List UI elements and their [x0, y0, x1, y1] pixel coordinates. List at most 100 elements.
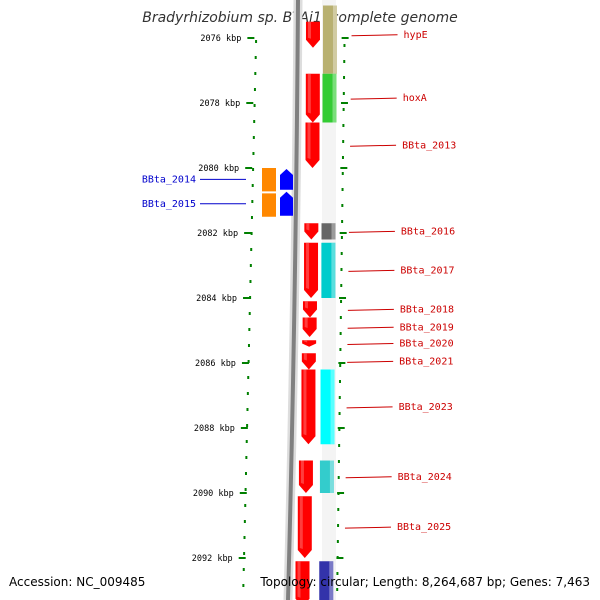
guide-dot-right: [340, 268, 343, 271]
guide-dot-right: [340, 252, 343, 255]
guide-dot-right: [336, 572, 339, 575]
gene-label: BBta_2015: [142, 199, 196, 210]
feature-box-right: [321, 223, 336, 240]
tick-label: 2092 kbp: [192, 554, 233, 564]
feature-box-right: [319, 561, 334, 600]
label-leader-line: [348, 269, 395, 272]
gene-arrow-shine: [303, 369, 307, 436]
label-leader-line: [344, 526, 391, 529]
guide-dot-right: [338, 412, 341, 415]
feature-box-right: [321, 242, 336, 298]
gene-label: BBta_2021: [399, 356, 453, 367]
guide-dot-left: [246, 408, 249, 411]
guide-dot-right: [336, 540, 339, 543]
guide-dot-right: [342, 124, 345, 127]
tick-label: 2086 kbp: [195, 359, 236, 369]
gene-label: BBta_2016: [401, 226, 455, 237]
tick-label: 2084 kbp: [196, 294, 237, 304]
tick-mark-left: [245, 167, 253, 169]
feature-box-fill: [321, 242, 336, 298]
gene-label: BBta_2023: [399, 402, 453, 413]
guide-dot-left: [251, 200, 254, 203]
feature-box-left: [262, 193, 276, 217]
tick-label: 2076 kbp: [200, 34, 241, 44]
guide-dot-right: [337, 460, 340, 463]
label-leader-line: [347, 308, 394, 311]
label-leader-line: [347, 326, 394, 329]
guide-dot-left: [247, 360, 250, 363]
feature-box-right: [322, 73, 337, 123]
feature-tracks: [262, 5, 337, 600]
guide-dot-right: [338, 428, 341, 431]
guide-dot-right: [343, 76, 346, 79]
guide-dot-right: [342, 140, 345, 143]
feature-box-highlight: [329, 561, 334, 600]
guide-dot-right: [340, 236, 343, 239]
track-shade: [322, 0, 336, 600]
guide-dot-left: [249, 280, 252, 283]
gene-arrow-shine: [300, 460, 304, 484]
guide-dot-left: [248, 328, 251, 331]
guide-dot-left: [250, 216, 253, 219]
guide-dot-left: [242, 568, 245, 571]
gene-arrow-shine: [299, 496, 303, 549]
feature-box-fill: [322, 73, 337, 123]
accession-text: Accession: NC_009485: [9, 575, 146, 589]
guide-dot-right: [340, 300, 343, 303]
guide-dot-right: [337, 476, 340, 479]
tick-mark-left: [241, 362, 249, 364]
tick-mark-left: [239, 492, 247, 494]
guide-dot-left: [246, 392, 249, 395]
tick-label: 2082 kbp: [197, 229, 238, 239]
tick-mark-left: [240, 427, 248, 429]
gene-arrow-shine: [297, 561, 301, 598]
feature-box-fill: [322, 5, 337, 74]
gene-label: BBta_2024: [398, 472, 452, 483]
tick-mark-right: [337, 492, 345, 494]
gene-arrow-reverse: [280, 191, 293, 216]
feature-box-right: [322, 5, 337, 74]
gene-label: BBta_2014: [142, 174, 196, 185]
guide-dot-left: [244, 488, 247, 491]
tick-mark-right: [340, 167, 348, 169]
guide-dot-left: [252, 152, 255, 155]
tick-mark-left: [243, 297, 251, 299]
guide-dot-right: [341, 172, 344, 175]
tick-label: 2090 kbp: [193, 489, 234, 499]
guide-dot-left: [253, 88, 256, 91]
gene-arrow-shine: [306, 223, 310, 231]
tick-mark-right: [338, 362, 346, 364]
feature-box-highlight: [332, 73, 337, 123]
feature-box-fill: [319, 561, 334, 600]
feature-box-fill: [321, 223, 336, 240]
guide-dot-right: [341, 220, 344, 223]
guide-dot-left: [246, 424, 249, 427]
guide-dot-left: [247, 376, 250, 379]
guide-dot-right: [343, 60, 346, 63]
gene-arrow-shine: [307, 73, 311, 114]
gene-arrow-shine: [304, 340, 308, 343]
tick-mark-right: [341, 37, 349, 39]
genome-summary-text: Topology: circular; Length: 8,264,687 bp…: [260, 575, 590, 589]
guide-dot-right: [339, 332, 342, 335]
guide-dot-left: [243, 552, 246, 555]
feature-box-highlight: [331, 223, 336, 240]
label-leader-line: [345, 476, 392, 479]
guide-dot-left: [252, 136, 255, 139]
tick-label: 2078 kbp: [199, 99, 240, 109]
gene-label: BBta_2018: [400, 304, 454, 315]
guide-dot-left: [254, 72, 257, 75]
tick-mark-left: [244, 232, 252, 234]
guide-dot-left: [249, 264, 252, 267]
tick-mark-right: [336, 557, 344, 559]
gene-arrow-shine: [304, 317, 308, 328]
feature-box-highlight: [331, 242, 336, 298]
guide-dot-left: [251, 184, 254, 187]
guide-dot-right: [339, 348, 342, 351]
position-ruler: 2076 kbp 2078 kbp 2080 kbp 2082 kbp 2084 kbp…: [192, 34, 349, 564]
guide-dot-left: [252, 168, 255, 171]
guide-dot-left: [245, 456, 248, 459]
gene-arrow-shine: [307, 122, 311, 159]
gene-labels: hypE hoxA BBta_2013 BBta_2016 BBta_2017 BBta_…: [142, 30, 456, 533]
gene-arrow-shine: [307, 21, 311, 39]
